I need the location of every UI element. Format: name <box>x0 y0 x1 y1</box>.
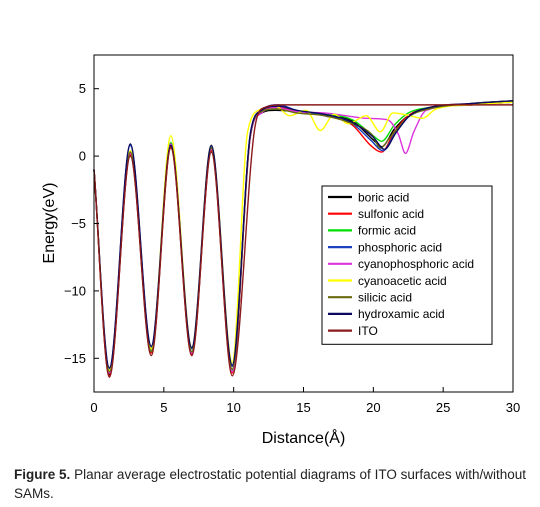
potential-chart: 0 5 10 15 20 25 30 −15 −10 −5 0 5 Distance(Å) Ener… <box>41 54 520 447</box>
series-line-hydroxamic-acid <box>93 100 514 369</box>
legend-entry-label: formic acid <box>358 224 416 238</box>
x-tick-label: 0 <box>90 400 97 415</box>
x-tick-label: 25 <box>436 400 450 415</box>
y-axis: −15 −10 −5 0 5 <box>64 81 99 366</box>
y-tick-label: −5 <box>71 216 86 231</box>
legend-entry-label: phosphoric acid <box>358 240 442 254</box>
x-tick-label: 5 <box>160 400 167 415</box>
legend-box <box>321 185 493 345</box>
legend-entry-label: hydroxamic acid <box>358 307 445 321</box>
caption-text: Planar average electrostatic potential d… <box>14 467 526 501</box>
series-line-ito <box>93 104 513 378</box>
legend-entry-label: sulfonic acid <box>358 207 424 221</box>
series-lines <box>93 100 514 378</box>
legend-entry-label: silicic acid <box>358 291 412 305</box>
x-tick-label: 30 <box>506 400 520 415</box>
legend: boric acid sulfonic acid formic acid phosph… <box>321 185 493 345</box>
figure-caption: Figure 5. Planar average electrostatic p… <box>14 465 526 503</box>
y-tick-label: 5 <box>79 81 86 96</box>
caption-label: Figure 5. <box>14 467 71 482</box>
legend-entry-label: cyanoacetic acid <box>358 274 447 288</box>
legend-entry-label: boric acid <box>358 190 409 204</box>
y-tick-label: 0 <box>79 149 86 164</box>
y-tick-label: −10 <box>64 283 86 298</box>
x-tick-label: 10 <box>226 400 240 415</box>
y-tick-label: −15 <box>64 351 86 366</box>
x-tick-label: 20 <box>366 400 380 415</box>
x-axis-title: Distance(Å) <box>262 428 346 447</box>
legend-entry-label: ITO <box>358 324 378 338</box>
y-axis-title: Energy(eV) <box>41 183 58 264</box>
x-tick-label: 15 <box>296 400 310 415</box>
x-axis: 0 5 10 15 20 25 30 <box>90 387 520 415</box>
legend-entry-label: cyanophosphoric acid <box>358 257 474 271</box>
